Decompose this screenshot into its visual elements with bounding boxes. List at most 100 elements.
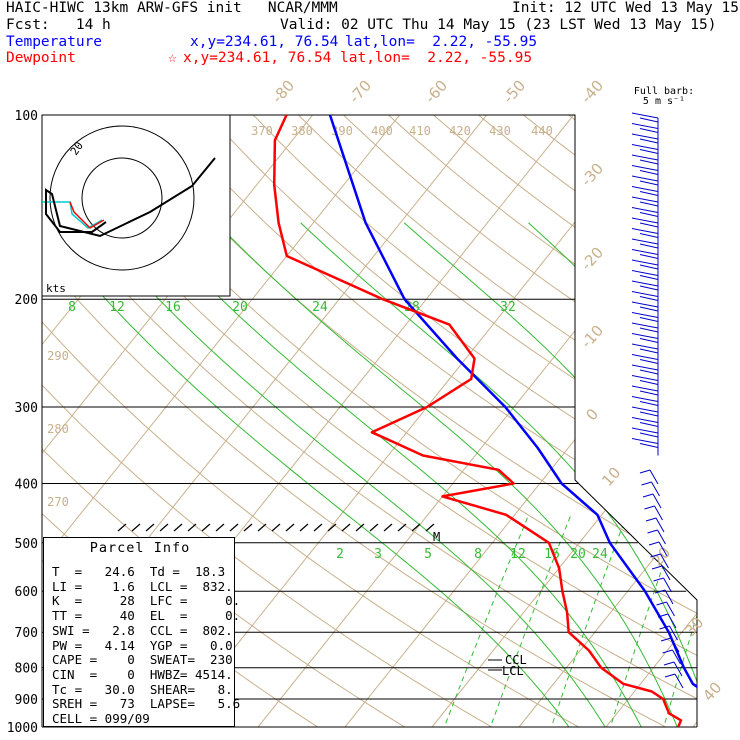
wind-barb [631,144,659,150]
isotherm-label: -40 [577,77,607,107]
dry-adiabat-line [162,115,697,727]
mixing-ratio-line [546,514,628,727]
mixing-ratio-label: 2 [336,547,344,562]
hodograph-units: kts [46,282,66,295]
dry-adiabat-line [117,115,697,727]
wind-barb [651,565,663,570]
wind-barb [639,170,659,175]
mixing-ratio-label: 5 [424,547,432,562]
theta-label: 380 [291,124,313,138]
dewpoint-marker-icon: ☆ [168,50,177,66]
hatch-mark [383,523,393,532]
parcel-info-row: K = 28 LFC = 0. [52,593,241,609]
wind-barb [648,541,660,546]
moist-adiabat-label: 8 [68,300,76,315]
dry-adiabat-line [42,115,603,727]
hatch-mark [215,523,225,532]
wind-barb [639,411,659,417]
wind-barb [639,212,659,217]
hatch-mark [369,523,379,532]
isotherm-line [42,115,400,727]
wind-barb [639,432,659,438]
wind-barb [631,259,659,266]
wind-barb [639,180,659,186]
wind-barb [639,138,659,144]
wind-barb [631,354,659,360]
pressure-tick-label: 900 [15,693,38,708]
wind-barb [631,375,659,381]
barb-legend-title: Full barb: [634,86,694,97]
hatch-mark [173,523,183,532]
moist-adiabat-label: 16 [165,300,181,315]
dewpoint-label: Dewpoint [6,50,76,66]
theta-label: 270 [47,495,69,509]
wind-barb [664,673,676,678]
wind-barb [660,553,669,569]
isotherm-label: 30 [681,614,707,640]
wind-barb [654,589,666,594]
isotherm-label: -60 [421,77,451,107]
hatch-mark [159,523,169,532]
parcel-info-row: CELL = 099/09 [52,711,150,726]
wind-barb [674,673,684,689]
wind-barb [661,565,671,581]
hodograph: kts 20 [41,114,231,297]
parcel-info-row: PW = 4.14 YGP = 0.0 [52,637,233,653]
wind-barb [639,422,659,427]
isotherm-line [247,115,697,727]
sounding-series [272,115,697,727]
wind-barb [631,123,659,129]
wind-barb [651,481,660,497]
wind-barb [631,406,659,413]
dry-adiabat-line [478,115,697,727]
parcel-info-row: SREH = 73 LAPSE= 5.6 [52,696,241,712]
theta-label: 290 [47,349,69,363]
wind-barb [631,312,659,318]
theta-label: 440 [531,124,553,138]
dry-adiabat-line [207,115,697,727]
hatch-mark [243,523,253,532]
wind-barb [631,291,659,297]
wind-barb [662,649,673,654]
wind-barb [631,270,659,276]
isotherm-label: -80 [268,77,298,107]
theta-label: 370 [251,124,273,138]
mixing-ratio-line [731,515,740,740]
wind-barb [654,505,663,521]
hatch-mark [187,523,197,532]
wind-barb [645,517,657,522]
wind-barb [631,154,659,161]
isotherm-label: -70 [345,77,375,107]
wind-barb [672,649,681,665]
wind-barb [639,128,659,133]
mixing-ratio-label: 3 [374,547,382,562]
isotherm-label: -20 [577,244,607,274]
pressure-tick-label: 300 [15,401,38,416]
mixing-ratio-line [606,514,682,727]
wind-barb [647,529,658,534]
moist-adiabat-label: 32 [500,300,516,315]
wind-barb [652,493,662,509]
hodograph-ring-label: 20 [68,139,86,157]
theta-label: 410 [409,124,431,138]
dry-adiabat-line [42,115,697,727]
parcel-info-row: CAPE = 0 SWEAT= 230 [52,652,233,668]
isotherm-label: -30 [577,160,607,190]
pressure-tick-label: 200 [15,293,38,308]
wind-barb [631,427,659,434]
wind-barb [653,577,664,582]
valid-time: Valid: 02 UTC Thu 14 May 15 (23 LST Wed … [280,17,717,33]
wind-barb [631,165,659,171]
parcel-info-row: Tc = 30.0 SHEAR= 8. [52,681,233,697]
temperature-latlon: lat,lon= 2.22, -55.95 [345,34,538,50]
hatch-mark [411,523,421,532]
mixing-ratio-label: 12 [510,547,526,562]
hodograph-trace-high [45,157,216,238]
wind-barb [657,529,666,545]
barb-legend-value: 5 m s⁻¹ [643,96,685,107]
wind-barb [639,369,659,375]
pressure-tick-label: 100 [15,109,38,124]
isotherm-label: 40 [699,679,725,705]
wind-barb [642,493,654,498]
isotherm-line [421,115,697,727]
